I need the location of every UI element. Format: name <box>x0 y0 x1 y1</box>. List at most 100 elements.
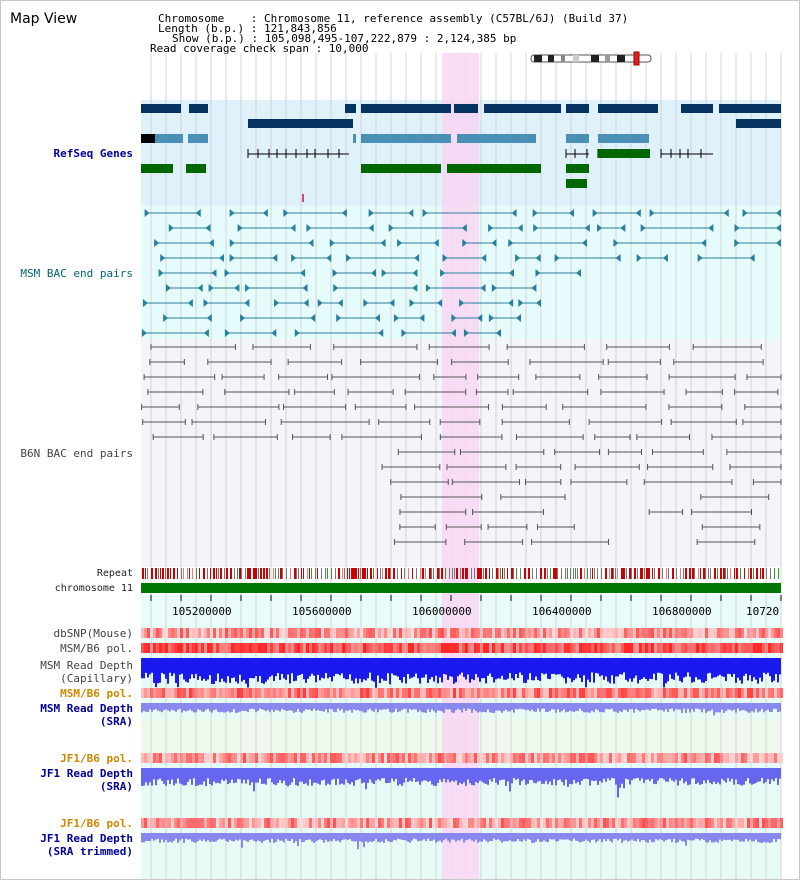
jf1-depth-sub: (SRA) <box>99 780 133 793</box>
polymorphism-cell <box>780 753 783 763</box>
polymorphism-cell <box>321 643 324 653</box>
polymorphism-cell <box>729 628 732 638</box>
polymorphism-cell <box>765 753 768 763</box>
polymorphism-cell <box>459 643 462 653</box>
polymorphism-cell <box>717 688 720 698</box>
polymorphism-cell <box>741 818 744 828</box>
read-depth-bar <box>377 833 379 842</box>
bac-end-marker <box>203 329 209 337</box>
repeat-mark <box>309 568 310 579</box>
msm-depth-sra-label[interactable]: MSM Read Depth <box>40 702 133 715</box>
gene-block <box>361 104 451 113</box>
repeat-mark <box>489 568 490 579</box>
polymorphism-cell <box>414 643 417 653</box>
msm-depth-cap-label[interactable]: MSM Read Depth <box>40 659 133 672</box>
polymorphism-cell <box>501 688 504 698</box>
polymorphism-cell <box>177 628 180 638</box>
dbsnp-label[interactable]: dbSNP(Mouse) <box>53 627 133 640</box>
read-depth-bar <box>729 658 731 675</box>
repeat-mark <box>449 568 450 579</box>
polymorphism-cell <box>435 643 438 653</box>
repeat-mark <box>580 568 582 579</box>
polymorphism-cell <box>150 818 153 828</box>
polymorphism-cell <box>150 643 153 653</box>
read-depth-bar <box>729 703 731 710</box>
read-depth-bar <box>515 658 517 675</box>
repeat-label[interactable]: Repeat <box>96 568 133 579</box>
msm-bac-label[interactable]: MSM BAC end pairs <box>20 267 133 280</box>
read-depth-bar <box>149 658 151 675</box>
repeat-mark <box>714 568 716 579</box>
read-depth-bar <box>505 703 507 710</box>
read-depth-bar <box>621 768 623 784</box>
polymorphism-cell <box>549 753 552 763</box>
read-depth-bar <box>571 833 573 842</box>
read-depth-bar <box>499 833 501 841</box>
polymorphism-cell <box>672 688 675 698</box>
polymorphism-cell <box>546 818 549 828</box>
polymorphism-cell <box>675 688 678 698</box>
bac-end-marker <box>734 224 740 232</box>
polymorphism-cell <box>723 628 726 638</box>
refseq-genes-label[interactable]: RefSeq Genes <box>53 147 133 160</box>
read-depth-bar <box>295 658 297 681</box>
gene-block <box>141 134 183 143</box>
polymorphism-cell <box>291 753 294 763</box>
read-depth-bar <box>643 768 645 783</box>
polymorphism-cell <box>744 643 747 653</box>
repeat-mark <box>301 568 302 579</box>
read-depth-bar <box>697 768 699 783</box>
polymorphism-cell <box>639 818 642 828</box>
polymorphism-cell <box>363 628 366 638</box>
polymorphism-cell <box>258 688 261 698</box>
polymorphism-cell <box>537 688 540 698</box>
polymorphism-cell <box>456 688 459 698</box>
read-depth-bar <box>251 768 253 783</box>
polymorphism-cell <box>447 818 450 828</box>
jf1-depth-label[interactable]: JF1 Read Depth <box>40 767 133 780</box>
read-depth-bar <box>663 833 665 842</box>
read-depth-bar <box>607 703 609 710</box>
read-depth-bar <box>585 768 587 779</box>
polymorphism-cell <box>450 628 453 638</box>
polymorphism-cell <box>177 688 180 698</box>
polymorphism-cell <box>273 753 276 763</box>
read-depth-bar <box>249 703 251 709</box>
read-depth-bar <box>223 703 225 713</box>
read-depth-bar <box>387 768 389 784</box>
polymorphism-cell <box>291 818 294 828</box>
polymorphism-cell <box>588 818 591 828</box>
polymorphism-cell <box>171 643 174 653</box>
polymorphism-cell <box>279 818 282 828</box>
polymorphism-cell <box>618 643 621 653</box>
read-depth-bar <box>413 703 415 710</box>
polymorphism-cell <box>279 753 282 763</box>
polymorphism-cell <box>552 688 555 698</box>
msm-pol-label[interactable]: MSM/B6 pol. <box>60 642 133 655</box>
bac-end-marker <box>244 299 250 307</box>
polymorphism-cell <box>180 628 183 638</box>
jf1-pol-label[interactable]: JF1/B6 pol. <box>60 752 133 765</box>
read-depth-bar <box>221 833 223 840</box>
read-depth-bar <box>367 658 369 679</box>
read-depth-bar <box>183 703 185 711</box>
read-depth-bar <box>671 703 673 709</box>
polymorphism-cell <box>156 818 159 828</box>
polymorphism-cell <box>270 753 273 763</box>
read-depth-bar <box>523 768 525 780</box>
polymorphism-cell <box>474 753 477 763</box>
repeat-mark <box>269 568 270 579</box>
read-depth-bar <box>553 768 555 780</box>
b6n-bac-label[interactable]: B6N BAC end pairs <box>20 447 133 460</box>
bac-end-marker <box>749 254 755 262</box>
polymorphism-cell <box>375 643 378 653</box>
polymorphism-cell <box>705 628 708 638</box>
polymorphism-cell <box>360 818 363 828</box>
jf1-pol-2-label[interactable]: JF1/B6 pol. <box>60 817 133 830</box>
read-depth-bar <box>451 768 453 781</box>
jf1-trim-label[interactable]: JF1 Read Depth <box>40 832 133 845</box>
polymorphism-cell <box>372 753 375 763</box>
msm-pol-2-label[interactable]: MSM/B6 pol. <box>60 687 133 700</box>
repeat-mark <box>433 568 434 579</box>
